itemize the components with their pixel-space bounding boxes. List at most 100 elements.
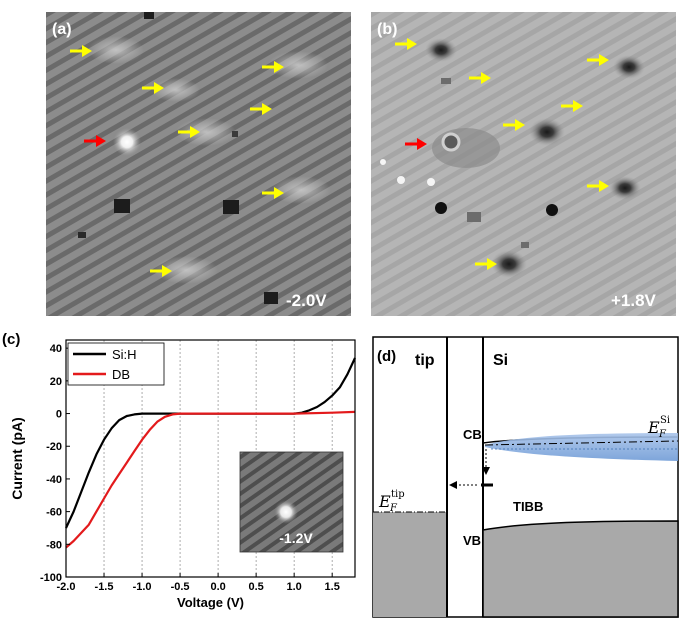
- dark-defect: [467, 212, 481, 222]
- stm-image-a: (a) -2.0V: [46, 12, 351, 316]
- yellow-arrow: [503, 119, 525, 131]
- iv-chart-panel: (c) -2.0 -1.5 -1.0 -0.5 0.0 0.5 1.0 1.5 -100 -80-…: [0, 330, 365, 627]
- legend-label-sih: Si:H: [112, 347, 137, 362]
- yellow-arrow: [561, 100, 583, 112]
- stm-image-b: (b) +1.8V: [371, 12, 676, 316]
- dangling-bond-ring: [441, 132, 461, 152]
- y-tick-label: -40: [46, 474, 62, 486]
- y-tick-label: -20: [46, 441, 62, 453]
- dark-defect: [144, 12, 154, 19]
- x-tick-label: 0.5: [248, 581, 263, 593]
- valence-band: [482, 520, 679, 618]
- dark-defect: [232, 131, 238, 137]
- dark-feature: [609, 176, 641, 200]
- yellow-arrow: [587, 54, 609, 66]
- series-line-db: [65, 410, 356, 549]
- dark-defect: [441, 78, 451, 84]
- x-tick-label: -1.5: [95, 581, 114, 593]
- series-line-sih: [65, 357, 356, 529]
- x-tick-label: 1.5: [325, 581, 340, 593]
- dark-defect: [114, 199, 130, 213]
- si-label: Si: [493, 352, 508, 369]
- x-tick-label: -0.5: [171, 581, 190, 593]
- tip-fermi-sea: [373, 512, 447, 617]
- yellow-arrow: [395, 38, 417, 50]
- bright-feature: [268, 51, 328, 79]
- yellow-arrow: [262, 61, 284, 73]
- y-tick-label: -80: [46, 539, 62, 551]
- red-arrow: [84, 135, 106, 147]
- y-tick-label: 0: [56, 409, 62, 421]
- panel-a-bias: -2.0V: [286, 291, 327, 310]
- y-tick-label: 40: [50, 343, 62, 355]
- panel-d-label: (d): [377, 348, 396, 365]
- yellow-arrow: [178, 126, 200, 138]
- legend-box: [67, 342, 165, 386]
- dark-defect: [223, 200, 239, 214]
- y-tick-label: -60: [46, 507, 62, 519]
- dark-defect: [78, 232, 86, 238]
- x-tick-label: -2.0: [57, 581, 76, 593]
- yellow-arrow: [475, 258, 497, 270]
- panel-c-label: (c): [2, 331, 20, 348]
- yellow-arrow: [262, 187, 284, 199]
- ef-si-label: E F Si: [647, 415, 670, 440]
- dark-feature: [425, 38, 457, 62]
- bright-feature: [271, 176, 331, 204]
- dark-defect: [435, 202, 447, 214]
- yellow-arrow: [250, 103, 272, 115]
- legend-label-db: DB: [112, 367, 130, 382]
- yellow-arrow: [469, 72, 491, 84]
- x-axis-label: Voltage (V): [177, 595, 244, 610]
- inset-stm-image: -1.2V: [239, 451, 344, 553]
- legend: Si:H DB: [67, 342, 165, 386]
- y-tick-label: -100: [40, 572, 62, 584]
- x-tick-label: 1.0: [287, 581, 302, 593]
- dark-feature: [613, 55, 645, 79]
- svg-text:tip: tip: [391, 489, 405, 500]
- ef-tip-label: E F tip: [378, 489, 405, 514]
- bright-defect: [380, 159, 386, 165]
- dark-defect: [264, 292, 278, 304]
- panel-b-label: (b): [377, 21, 397, 38]
- panel-a-label: (a): [52, 21, 72, 38]
- svg-text:E: E: [647, 418, 660, 437]
- yellow-arrow: [587, 180, 609, 192]
- chart-frame: [65, 339, 356, 578]
- svg-text:Si: Si: [660, 415, 670, 426]
- svg-text:F: F: [658, 429, 667, 440]
- cb-label: CB: [463, 427, 482, 442]
- bright-defect: [397, 176, 405, 184]
- svg-text:E: E: [378, 492, 391, 511]
- bright-feature: [88, 36, 144, 64]
- y-axis-label: Current (pA): [9, 417, 25, 499]
- inset-bias: -1.2V: [279, 530, 313, 546]
- chart-ticks: -2.0 -1.5 -1.0 -0.5 0.0 0.5 1.0 1.5 -100 -80 -60 -4…: [40, 343, 340, 593]
- chart-series: [65, 357, 356, 549]
- dark-feature: [529, 118, 565, 146]
- yellow-arrow: [150, 265, 172, 277]
- tibb-label: TIBB: [513, 499, 543, 514]
- x-tick-label: -1.0: [133, 581, 152, 593]
- dark-defect: [546, 204, 558, 216]
- vb-label: VB: [463, 533, 481, 548]
- dangling-bond-band: [485, 433, 678, 461]
- bright-feature: [154, 256, 218, 284]
- bright-defect: [427, 178, 435, 186]
- band-diagram-panel: (d) tip Si CB VB TIBB E F tip E F Si: [371, 335, 681, 620]
- y-tick-label: 20: [50, 376, 62, 388]
- halo-region: [432, 128, 500, 168]
- bright-feature: [176, 118, 236, 146]
- tip-label: tip: [415, 352, 435, 369]
- yellow-arrow: [142, 82, 164, 94]
- dark-feature: [491, 250, 527, 278]
- dark-defect: [521, 242, 529, 248]
- red-arrow: [405, 138, 427, 150]
- si-fermi-level: [484, 440, 679, 446]
- bright-feature: [152, 78, 200, 102]
- svg-text:F: F: [389, 503, 398, 514]
- x-tick-label: 0.0: [210, 581, 225, 593]
- dangling-bond-bright-spot: [113, 128, 141, 156]
- inset-bright-spot: [274, 500, 298, 524]
- yellow-arrow: [70, 45, 92, 57]
